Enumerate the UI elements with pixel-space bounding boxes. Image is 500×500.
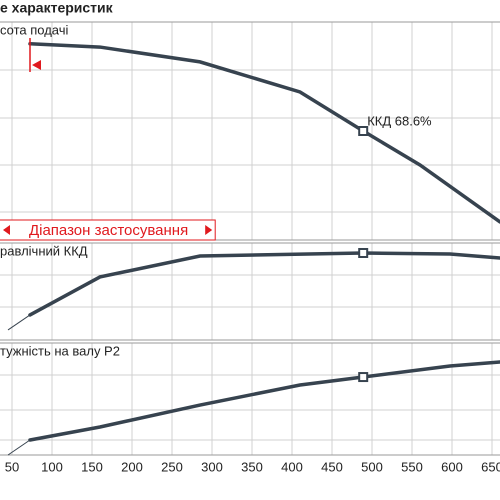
range-arrow-left: [3, 225, 10, 235]
panel-frame: [0, 342, 500, 456]
curve-extension: [7, 314, 31, 331]
curve: [28, 42, 500, 224]
x-tick-label: 650: [481, 459, 500, 474]
duty-point: [358, 247, 369, 258]
x-tick-label: 50: [5, 459, 19, 474]
chart-title: е характеристик: [0, 0, 114, 16]
x-tick-label: 200: [121, 459, 143, 474]
x-tick-label: 150: [81, 459, 103, 474]
x-tick-label: 400: [281, 459, 303, 474]
x-tick-label: 350: [241, 459, 263, 474]
x-tick-label: 250: [161, 459, 183, 474]
x-tick-label: 550: [401, 459, 423, 474]
panel-label: сота подачі: [0, 22, 69, 37]
curve: [28, 360, 500, 442]
x-tick-label: 100: [41, 459, 63, 474]
panel-label: равлічний ККД: [0, 243, 88, 258]
panel-label: тужність на валу P2: [0, 343, 120, 358]
range-arrow-right: [205, 225, 213, 235]
duty-point: [358, 372, 369, 383]
panel-frame: [0, 242, 500, 341]
annotation: ККД 68.6%: [367, 113, 432, 128]
curve: [28, 251, 500, 317]
panel-frame: [0, 21, 500, 241]
curve-extension: [7, 439, 31, 456]
range-box: [0, 219, 216, 241]
range-label: Діапазон застосування: [29, 222, 188, 239]
x-tick-label: 300: [201, 459, 223, 474]
x-tick-label: 600: [441, 459, 463, 474]
x-tick-label: 500: [361, 459, 383, 474]
range-arrow: [32, 60, 41, 70]
duty-point: [358, 126, 369, 136]
x-tick-label: 450: [321, 459, 343, 474]
